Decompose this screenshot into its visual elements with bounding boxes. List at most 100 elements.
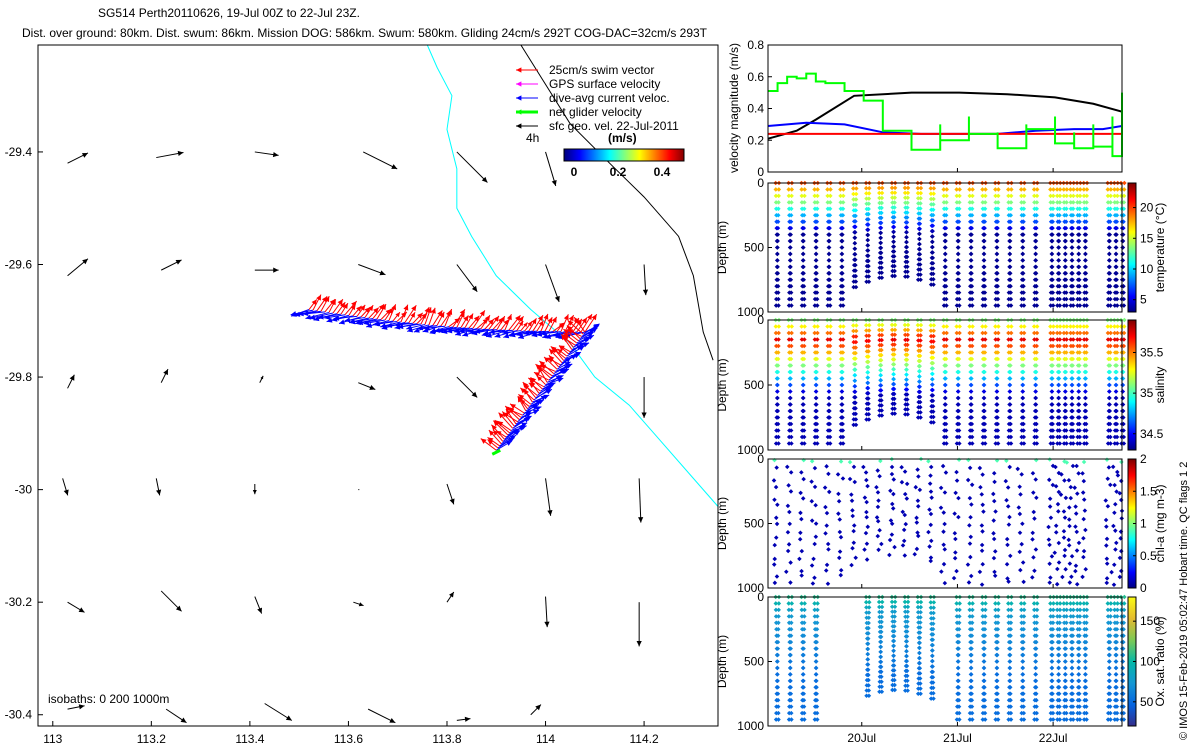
- profile-point: [1083, 258, 1088, 263]
- profile-point: [941, 542, 946, 547]
- profile-point: [840, 337, 846, 342]
- profile-point: [1083, 659, 1088, 664]
- profile-point: [969, 482, 975, 488]
- profile-point: [772, 542, 777, 548]
- section-ylabel-temp: Depth (m): [715, 221, 729, 274]
- profile-point: [774, 290, 779, 295]
- profile-point: [1069, 389, 1075, 394]
- map-x-tick-label: 113.6: [334, 732, 363, 746]
- profile-point: [789, 200, 794, 205]
- profile-point: [930, 648, 935, 653]
- profile-point: [981, 271, 986, 276]
- legend-colorbar-cell: [679, 149, 681, 161]
- profile-point: [1106, 465, 1112, 470]
- profile-point: [813, 277, 818, 283]
- profile-point: [775, 238, 780, 244]
- map-x-tick-label: 114.2: [630, 732, 659, 746]
- profile-point: [1062, 678, 1068, 684]
- profile-point: [941, 303, 947, 308]
- legend-colorbar-cell: [603, 149, 605, 161]
- profile-point: [1004, 561, 1010, 567]
- dac-vector-head: [587, 335, 594, 340]
- profile-point: [905, 190, 911, 196]
- profile-point: [892, 332, 898, 338]
- legend-colorbar-cell: [601, 149, 603, 161]
- profile-point: [813, 402, 819, 407]
- profile-point: [864, 258, 870, 264]
- profile-point: [915, 504, 921, 509]
- profile-point: [1108, 614, 1113, 619]
- profile-point: [799, 516, 804, 522]
- dac-vector-head: [531, 332, 538, 338]
- profile-point: [772, 580, 778, 586]
- swim-vector-head: [410, 312, 416, 318]
- profile-point: [1080, 574, 1085, 580]
- geo-vector-23-head: [449, 498, 455, 505]
- legend-colorbar-cell: [654, 149, 656, 161]
- profile-point: [1057, 337, 1063, 342]
- profile-point: [981, 408, 986, 414]
- profile-point: [928, 558, 934, 564]
- profile-point: [994, 395, 1000, 401]
- dac-vector-head: [349, 319, 356, 325]
- profile-point: [931, 333, 936, 339]
- profile-point: [1007, 659, 1013, 664]
- profile-point: [968, 389, 974, 394]
- profile-point: [1104, 561, 1110, 566]
- profile-point: [1104, 556, 1110, 562]
- profile-point: [926, 458, 931, 464]
- profile-point: [931, 323, 937, 328]
- profile-point: [993, 283, 999, 289]
- profile-point: [1120, 395, 1125, 401]
- profile-point: [814, 376, 819, 381]
- profile-point: [1070, 200, 1076, 205]
- swim-vector-head: [505, 409, 512, 416]
- swim-vector-head: [430, 307, 436, 314]
- swim-vector-head: [557, 348, 563, 354]
- swim-vector-head: [488, 319, 494, 325]
- profile-point: [853, 191, 859, 197]
- dac-vector-head: [540, 330, 547, 336]
- profile-point: [904, 367, 909, 372]
- profile-point: [828, 330, 833, 336]
- dac-vector-head: [344, 317, 351, 323]
- legend-colorbar-cell: [613, 149, 615, 161]
- swim-vector-head: [530, 381, 536, 387]
- profile-point: [1007, 238, 1013, 244]
- profile-point: [1107, 251, 1112, 257]
- profile-point: [940, 463, 946, 469]
- profile-point: [942, 490, 948, 495]
- dac-vector-head: [486, 332, 492, 338]
- profile-point: [839, 395, 845, 401]
- profile-point: [1115, 473, 1121, 478]
- swim-vector-head: [330, 299, 336, 306]
- profile-point: [798, 530, 803, 535]
- profile-point: [1076, 408, 1081, 414]
- profile-point: [944, 337, 949, 342]
- dac-vector-head: [584, 336, 591, 342]
- profile-point: [942, 408, 948, 414]
- profile-point: [903, 244, 909, 250]
- profile-point: [1063, 376, 1068, 381]
- profile-point: [789, 187, 795, 192]
- profile-point: [864, 477, 869, 483]
- profile-point: [852, 479, 858, 485]
- legend-colorbar-cell: [640, 149, 642, 161]
- legend-colorbar-cell: [659, 149, 661, 161]
- profile-point: [954, 568, 959, 574]
- profile-point: [1111, 582, 1117, 588]
- profile-point: [826, 264, 831, 270]
- profile-point: [952, 511, 957, 516]
- legend-colorbar-tick: 0: [571, 165, 578, 179]
- profile-point: [983, 324, 988, 329]
- profile-point: [1055, 566, 1060, 572]
- profile-point: [980, 290, 986, 295]
- profile-point: [802, 607, 807, 613]
- profile-point: [994, 672, 1000, 677]
- legend-colorbar-cell: [670, 149, 672, 161]
- profile-point: [977, 465, 983, 471]
- velocity-series-3: [768, 72, 1123, 158]
- profile-point: [1105, 503, 1111, 509]
- profile-point: [968, 554, 973, 560]
- legend-colorbar-cell: [589, 149, 591, 161]
